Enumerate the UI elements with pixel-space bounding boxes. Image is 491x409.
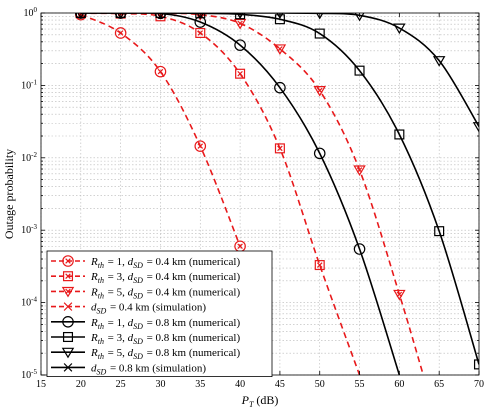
data-point xyxy=(314,260,325,271)
legend-item: Rth = 1, dSD = 0.4 km (numerical) xyxy=(51,255,240,270)
legend-label: Rth = 1, dSD = 0.4 km (numerical) xyxy=(90,256,240,270)
legend-item: Rth = 1, dSD = 0.8 km (numerical) xyxy=(51,315,240,331)
x-tick-label: 20 xyxy=(76,379,86,390)
legend-label: Rth = 3, dSD = 0.8 km (numerical) xyxy=(90,332,240,346)
legend-label: dSD = 0.4 km (simulation) xyxy=(91,302,206,316)
legend-item: dSD = 0.4 km (simulation) xyxy=(51,302,206,316)
data-point xyxy=(434,226,445,237)
legend-item: Rth = 3, dSD = 0.4 km (numerical) xyxy=(51,271,240,285)
data-point xyxy=(393,289,406,301)
legend-label: dSD = 0.8 km (simulation) xyxy=(91,362,206,376)
series-line xyxy=(80,13,241,247)
data-point xyxy=(273,44,287,55)
x-tick-label: 50 xyxy=(315,379,325,390)
series-line xyxy=(80,13,425,375)
data-point xyxy=(274,143,285,154)
data-point xyxy=(276,13,284,20)
legend-label: Rth = 5, dSD = 0.8 km (numerical) xyxy=(90,347,240,361)
y-tick-label: 10-5 xyxy=(21,368,37,381)
data-point xyxy=(235,68,246,79)
series-line xyxy=(80,13,401,375)
y-tick-label: 100 xyxy=(24,6,38,19)
data-point xyxy=(315,13,324,20)
data-point xyxy=(354,13,365,22)
data-point xyxy=(236,13,244,20)
data-point xyxy=(472,122,479,133)
data-point xyxy=(154,65,167,78)
data-point xyxy=(313,86,326,97)
data-point xyxy=(314,28,325,39)
data-point xyxy=(196,13,204,20)
series-layer xyxy=(75,13,479,375)
legend-item: Rth = 5, dSD = 0.4 km (numerical) xyxy=(51,286,240,300)
data-point xyxy=(353,243,366,255)
y-tick-label: 10-3 xyxy=(21,223,37,236)
x-tick-label: 45 xyxy=(275,379,285,390)
data-point xyxy=(234,240,246,253)
data-point xyxy=(313,147,326,160)
x-tick-label: 65 xyxy=(434,379,444,390)
data-point xyxy=(432,56,446,67)
data-point xyxy=(233,18,247,30)
y-axis-label: Outage probability xyxy=(2,149,16,239)
data-point xyxy=(274,81,286,94)
data-point xyxy=(114,27,127,39)
data-point xyxy=(195,27,206,38)
legend-item: dSD = 0.8 km (simulation) xyxy=(51,362,206,376)
x-tick-label: 70 xyxy=(474,379,484,390)
legend-label: Rth = 3, dSD = 0.4 km (numerical) xyxy=(90,271,240,285)
x-tick-label: 15 xyxy=(36,379,46,390)
legend: Rth = 1, dSD = 0.4 km (numerical)Rth = 3… xyxy=(46,250,273,377)
x-tick-label: 60 xyxy=(394,379,404,390)
legend-box xyxy=(46,250,273,377)
y-tick-label: 10-1 xyxy=(21,78,37,91)
y-tick-label: 10-2 xyxy=(21,151,37,164)
data-point xyxy=(394,129,405,140)
y-tick-label: 10-4 xyxy=(21,296,37,309)
x-tick-label: 30 xyxy=(155,379,165,390)
data-point xyxy=(234,39,246,51)
data-point xyxy=(117,13,125,20)
data-point xyxy=(77,13,85,20)
legend-label: Rth = 5, dSD = 0.4 km (numerical) xyxy=(90,286,240,300)
x-tick-label: 25 xyxy=(116,379,126,390)
x-tick-label: 55 xyxy=(355,379,365,390)
x-tick-label: 40 xyxy=(235,379,245,390)
data-point xyxy=(353,165,366,177)
data-point xyxy=(354,65,365,76)
legend-item: Rth = 3, dSD = 0.8 km (numerical) xyxy=(51,331,240,346)
series-line xyxy=(80,13,479,365)
data-point xyxy=(156,13,165,20)
legend-item: Rth = 5, dSD = 0.8 km (numerical) xyxy=(51,347,240,361)
x-axis-label: PT (dB) xyxy=(241,393,279,409)
x-tick-label: 35 xyxy=(195,379,205,390)
data-point xyxy=(393,23,406,35)
data-point xyxy=(194,140,207,152)
legend-label: Rth = 1, dSD = 0.8 km (numerical) xyxy=(90,317,240,331)
axis-ticks: 15 20 25 30 35 40 45 50 55 60 65 70 100 10-1 10-2 10-3 1… xyxy=(21,6,484,390)
